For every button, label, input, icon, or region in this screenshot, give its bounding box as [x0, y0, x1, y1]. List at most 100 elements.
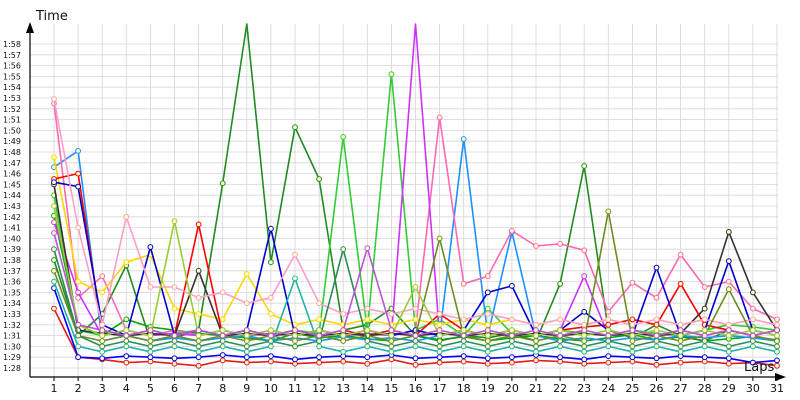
data-point [725, 321, 732, 328]
data-point [436, 321, 443, 328]
data-point [75, 343, 81, 350]
data-point [484, 355, 491, 362]
x-tick-label: 2 [75, 382, 82, 395]
data-point [340, 358, 347, 365]
data-point [460, 327, 467, 334]
data-point [75, 289, 81, 296]
data-point [629, 332, 636, 339]
data-point [364, 327, 371, 334]
data-point [268, 343, 274, 350]
data-point [219, 327, 226, 334]
data-point [219, 357, 226, 364]
data-point [509, 227, 515, 234]
data-point [605, 343, 612, 350]
data-point [677, 332, 684, 339]
data-point [316, 300, 323, 307]
data-point [629, 348, 636, 355]
data-point [99, 321, 106, 328]
data-point [268, 225, 274, 232]
data-point [436, 311, 443, 317]
data-point [123, 213, 130, 220]
data-point [340, 332, 347, 339]
data-point [509, 327, 515, 334]
data-point [171, 284, 178, 290]
x-tick-label: 22 [553, 382, 567, 395]
y-tick-label: 1:57 [3, 51, 21, 60]
data-point [75, 148, 81, 154]
data-point [75, 170, 81, 177]
data-point [195, 362, 202, 369]
x-tick-label: 9 [243, 382, 250, 395]
data-point [557, 338, 563, 344]
data-point [147, 332, 154, 339]
data-point [147, 244, 154, 250]
data-point [123, 353, 130, 360]
data-point [388, 338, 395, 344]
x-tick-label: 5 [147, 382, 154, 395]
data-point [677, 280, 684, 287]
data-point [75, 354, 81, 361]
data-point [436, 327, 443, 334]
data-point [268, 358, 274, 365]
series [51, 230, 780, 339]
data-point [725, 348, 732, 355]
data-point [51, 278, 57, 285]
y-tick-label: 1:46 [3, 170, 21, 179]
y-tick-label: 1:36 [3, 278, 21, 287]
x-tick-label: 20 [505, 382, 519, 395]
data-point [243, 338, 250, 344]
y-tick-label: 1:55 [3, 72, 21, 81]
data-point [99, 289, 106, 296]
x-tick-label: 30 [746, 382, 760, 395]
data-point [412, 355, 419, 362]
x-tick-label: 25 [625, 382, 639, 395]
data-point [774, 338, 780, 344]
data-point [219, 289, 226, 296]
data-point [195, 294, 202, 301]
data-point [509, 338, 515, 344]
data-point [557, 332, 563, 339]
data-point [774, 327, 780, 334]
y-tick-label: 1:44 [3, 191, 21, 200]
data-point [388, 343, 395, 350]
data-point [581, 273, 588, 280]
x-tick-label: 23 [577, 382, 591, 395]
data-point [340, 311, 347, 317]
data-point [195, 338, 202, 344]
data-point [629, 343, 636, 350]
data-point [268, 259, 274, 266]
data-point [533, 321, 539, 328]
data-point [316, 332, 323, 339]
y-tick-label: 1:53 [3, 94, 21, 103]
y-tick-label: 1:29 [3, 353, 21, 362]
data-point [581, 308, 588, 315]
data-point [436, 235, 443, 242]
data-point [99, 327, 106, 334]
data-point [195, 332, 202, 339]
data-point [557, 316, 563, 323]
data-point [701, 332, 708, 339]
data-point [629, 327, 636, 334]
data-point [195, 348, 202, 355]
x-tick-label: 19 [481, 382, 495, 395]
data-point [725, 286, 732, 293]
data-point [653, 264, 660, 271]
y-tick-label: 1:49 [3, 137, 21, 146]
data-point [243, 332, 250, 339]
data-point [653, 321, 660, 328]
data-point [171, 355, 178, 362]
y-tick-label: 1:47 [3, 159, 21, 168]
x-tick-label: 31 [770, 382, 784, 395]
data-point [388, 311, 395, 317]
data-point [677, 359, 684, 366]
data-point [123, 327, 130, 334]
data-point [123, 343, 130, 350]
data-point [509, 343, 515, 350]
data-point [412, 338, 419, 344]
y-tick-label: 1:32 [3, 321, 21, 330]
data-point [557, 354, 563, 361]
data-point [677, 343, 684, 350]
data-point [316, 354, 323, 361]
data-point [292, 251, 298, 258]
data-point [75, 278, 81, 285]
